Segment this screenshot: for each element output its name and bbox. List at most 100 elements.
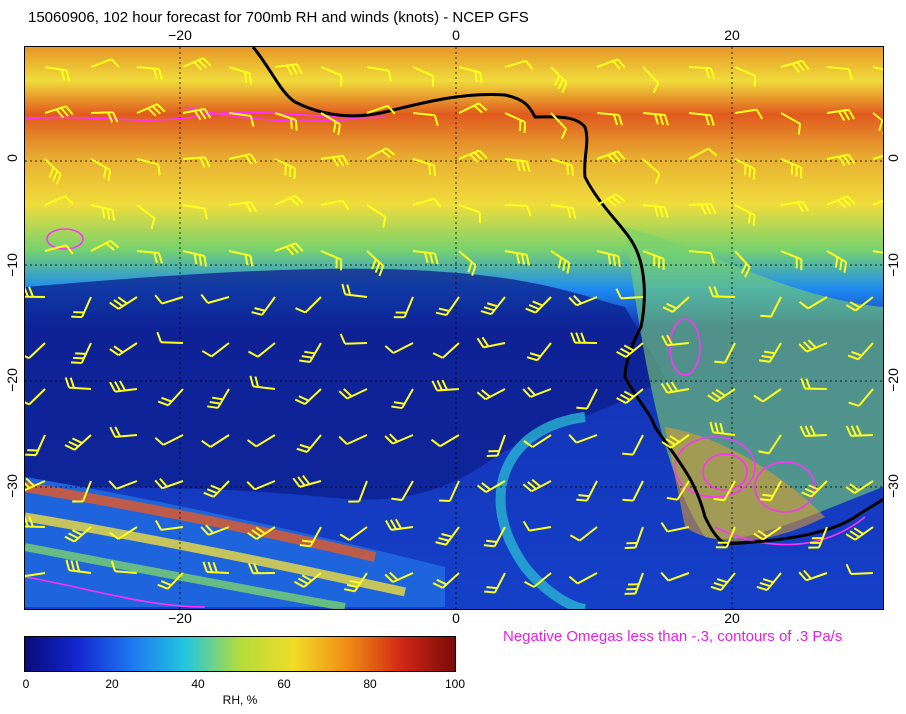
wind-barb — [320, 199, 350, 211]
wind-barb — [734, 204, 756, 226]
bottom-lon-label-20: 20 — [724, 610, 740, 626]
wind-barb — [320, 250, 343, 271]
wind-barb — [622, 480, 644, 502]
wind-barb — [798, 569, 828, 582]
wind-barb — [182, 57, 212, 71]
wind-barb — [203, 480, 230, 498]
wind-barb — [292, 475, 322, 488]
wind-barb — [228, 201, 257, 213]
wind-barb — [688, 112, 715, 126]
wind-barb — [525, 296, 552, 314]
wind-barb — [688, 202, 717, 215]
wind-barb — [182, 204, 208, 220]
wind-barb — [157, 388, 184, 407]
wind-barb — [246, 434, 276, 448]
wind-barb — [666, 480, 690, 501]
wind-barb — [660, 571, 690, 582]
colorbar-tick-40: 40 — [191, 677, 205, 691]
wind-barb — [157, 572, 184, 590]
wind-barb — [596, 112, 623, 126]
wind-barb — [504, 60, 534, 71]
wind-barb — [246, 480, 276, 491]
wind-barb — [339, 526, 368, 541]
wind-barb — [44, 158, 62, 185]
wind-barb — [44, 244, 74, 255]
wind-barb — [660, 522, 690, 533]
wind-barb — [734, 66, 757, 87]
wind-barb — [845, 296, 874, 312]
wind-barb — [476, 480, 506, 493]
left-lat-label-minus30: −30 — [4, 474, 20, 498]
wind-barb — [780, 200, 810, 213]
wind-barb — [504, 158, 531, 173]
frontal-band-3 — [25, 543, 346, 609]
wind-barb — [155, 519, 184, 531]
map-title: 15060906, 102 hour forecast for 700mb RH… — [28, 9, 529, 26]
wind-barb — [412, 158, 436, 177]
wind-barb — [596, 250, 621, 267]
wind-barb — [570, 332, 598, 344]
wind-barb — [154, 434, 184, 446]
wind-barb — [274, 242, 304, 256]
wind-barb — [568, 294, 598, 307]
wind-barb — [207, 388, 230, 409]
wind-barb — [808, 526, 828, 549]
wind-barb — [339, 333, 368, 345]
wind-barb — [136, 250, 163, 264]
wind-barb — [294, 388, 322, 405]
wind-barb — [154, 294, 184, 305]
wind-barb — [476, 388, 506, 401]
wind-barb — [109, 296, 138, 310]
wind-barb — [504, 250, 530, 266]
wind-barb — [760, 296, 782, 318]
wind-barb — [44, 66, 71, 82]
wind-barb — [872, 250, 883, 256]
wind-barb — [872, 66, 883, 74]
wind-barb — [25, 572, 46, 578]
wind-barb — [596, 150, 626, 164]
wind-barb — [25, 286, 46, 298]
wind-barb — [550, 250, 571, 274]
wind-barb — [320, 112, 341, 136]
wind-barb — [847, 342, 874, 361]
left-lat-label-0: 0 — [4, 154, 20, 162]
wind-barb — [182, 107, 212, 121]
wind-barb — [713, 480, 736, 502]
wind-barb — [299, 526, 322, 548]
wind-barb — [136, 66, 163, 80]
wind-barb — [90, 111, 119, 123]
wind-barb — [483, 526, 506, 548]
wind-barb — [44, 105, 74, 119]
wind-barb — [70, 342, 92, 364]
wind-barb — [72, 480, 92, 503]
wind-barb — [44, 195, 74, 206]
wind-barb — [458, 66, 483, 84]
wind-barb — [522, 386, 552, 398]
wind-barb — [295, 296, 322, 314]
wind-barb — [64, 526, 92, 543]
wind-barb — [624, 572, 644, 595]
wind-barb — [366, 66, 392, 82]
wind-barb — [25, 516, 46, 528]
wind-barb — [780, 250, 803, 271]
wind-barb — [845, 563, 874, 576]
rh-wind-map — [25, 47, 883, 609]
wind-barb — [714, 342, 736, 364]
wind-barb — [522, 478, 552, 493]
wind-barb — [568, 434, 598, 444]
wind-barb — [202, 561, 230, 574]
wind-barb — [294, 572, 322, 588]
wind-barb — [826, 66, 853, 80]
wind-barb — [872, 112, 883, 135]
wind-barb — [432, 342, 460, 359]
colorbar-tick-60: 60 — [277, 677, 291, 691]
wind-barb — [25, 342, 46, 360]
wind-barb — [90, 239, 120, 252]
wind-barb — [412, 66, 435, 87]
wind-barb — [154, 477, 184, 490]
wind-barb — [136, 103, 166, 117]
wind-barb — [615, 288, 644, 300]
wind-barb — [299, 342, 322, 364]
wind-barb — [384, 342, 414, 354]
wind-barb — [109, 526, 138, 540]
